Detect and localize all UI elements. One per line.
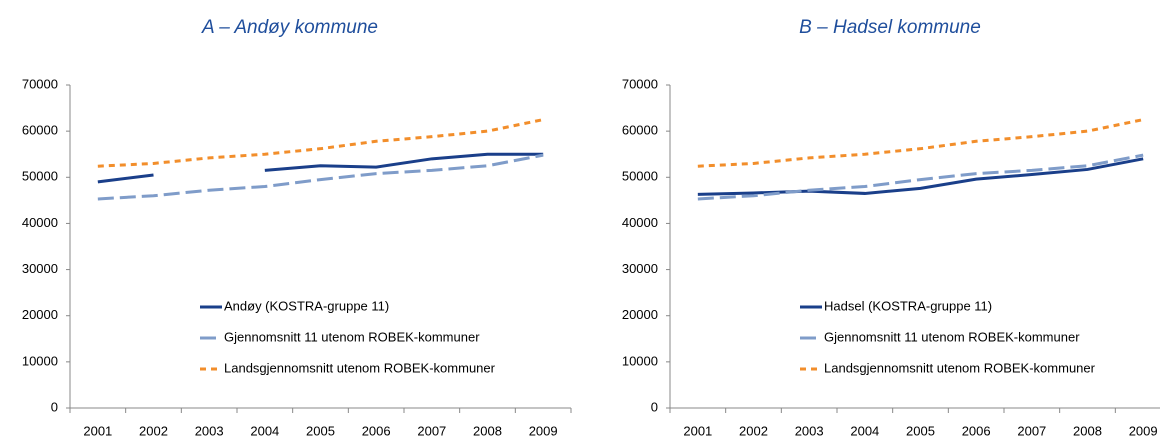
legend-label: Landsgjennomsnitt utenom ROBEK-kommuner xyxy=(224,360,496,375)
y-tick-label: 20000 xyxy=(22,307,58,322)
y-tick-label: 70000 xyxy=(622,76,658,91)
y-tick-label: 10000 xyxy=(622,353,658,368)
legend-label: Andøy (KOSTRA-gruppe 11) xyxy=(224,298,389,313)
chart-title: A – Andøy kommune xyxy=(201,17,378,38)
y-tick-label: 30000 xyxy=(622,261,658,276)
y-tick-label: 60000 xyxy=(622,123,658,138)
series-line xyxy=(697,118,1144,168)
x-tick-label: 2004 xyxy=(850,423,879,437)
x-tick-label: 2007 xyxy=(417,423,446,437)
legend-label: Hadsel (KOSTRA-gruppe 11) xyxy=(824,298,992,313)
series-line xyxy=(97,152,544,184)
x-tick-label: 2007 xyxy=(1017,423,1046,437)
x-tick-label: 2003 xyxy=(795,423,824,437)
y-tick-label: 0 xyxy=(651,399,658,414)
y-tick-label: 20000 xyxy=(622,307,658,322)
x-tick-label: 2002 xyxy=(739,423,768,437)
y-tick-label: 0 xyxy=(51,399,58,414)
x-tick-label: 2003 xyxy=(195,423,224,437)
x-tick-label: 2006 xyxy=(362,423,391,437)
x-tick-label: 2005 xyxy=(906,423,935,437)
x-tick-label: 2001 xyxy=(83,423,112,437)
x-tick-label: 2008 xyxy=(473,423,502,437)
legend-label: Gjennomsnitt 11 utenom ROBEK-kommuner xyxy=(824,329,1080,344)
y-tick-label: 50000 xyxy=(22,169,58,184)
x-tick-label: 2006 xyxy=(962,423,991,437)
x-tick-label: 2001 xyxy=(683,423,712,437)
legend-label: Gjennomsnitt 11 utenom ROBEK-kommuner xyxy=(224,329,480,344)
chart-title: B – Hadsel kommune xyxy=(799,17,981,38)
x-tick-label: 2004 xyxy=(250,423,279,437)
series-line xyxy=(97,153,544,201)
y-tick-label: 40000 xyxy=(22,215,58,230)
y-tick-label: 70000 xyxy=(22,76,58,91)
legend-label: Landsgjennomsnitt utenom ROBEK-kommuner xyxy=(824,360,1096,375)
x-tick-label: 2009 xyxy=(529,423,558,437)
y-tick-label: 50000 xyxy=(622,169,658,184)
y-tick-label: 30000 xyxy=(22,261,58,276)
series-line xyxy=(97,118,544,168)
x-tick-label: 2009 xyxy=(1129,423,1158,437)
series-line xyxy=(697,153,1144,201)
x-tick-label: 2005 xyxy=(306,423,335,437)
x-tick-label: 2002 xyxy=(139,423,168,437)
x-tick-label: 2008 xyxy=(1073,423,1102,437)
y-tick-label: 60000 xyxy=(22,123,58,138)
series-line xyxy=(697,157,1144,196)
y-tick-label: 40000 xyxy=(622,215,658,230)
y-tick-label: 10000 xyxy=(22,353,58,368)
